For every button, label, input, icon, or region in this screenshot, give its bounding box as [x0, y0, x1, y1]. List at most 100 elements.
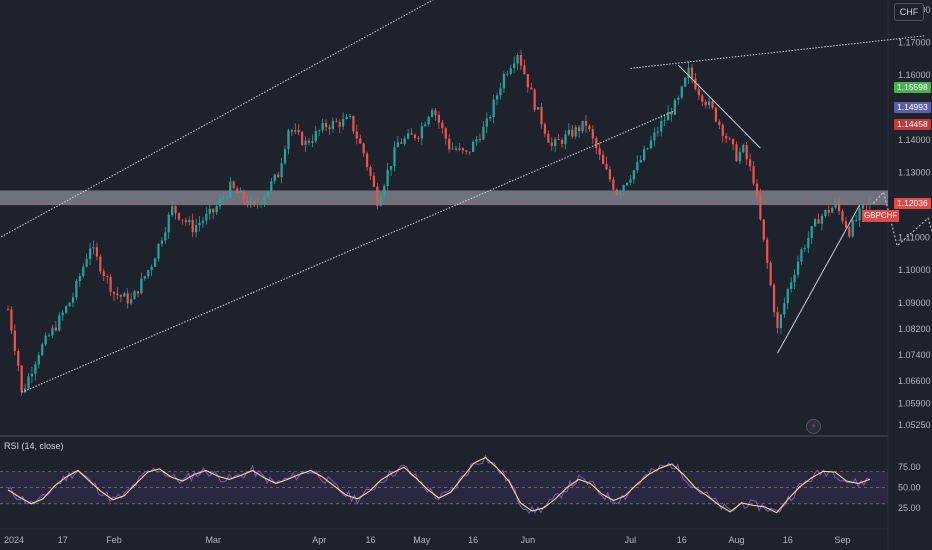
- candle-body: [790, 282, 793, 289]
- candle-body: [540, 106, 543, 125]
- candle-body: [116, 293, 119, 296]
- candle-body: [472, 141, 475, 152]
- x-tick-label: 16: [468, 535, 478, 545]
- candle-body: [482, 126, 485, 140]
- candle-body: [71, 297, 75, 303]
- candle-body: [831, 207, 834, 213]
- candle-body: [41, 344, 44, 356]
- candle-body: [403, 138, 406, 144]
- candle-body: [704, 101, 707, 106]
- candle-body: [263, 196, 266, 204]
- candle-body: [304, 140, 307, 146]
- candle-body: [342, 118, 345, 127]
- candle-body: [711, 101, 714, 108]
- candle-body: [738, 152, 741, 162]
- candle-body: [855, 220, 858, 221]
- candle-body: [174, 205, 177, 214]
- trend-line: [777, 204, 861, 354]
- candle-body: [858, 208, 861, 221]
- candle-body: [239, 191, 242, 193]
- candle-body: [82, 266, 85, 277]
- candle-body: [78, 276, 81, 281]
- candle-body: [324, 123, 328, 128]
- candle-body: [448, 138, 451, 150]
- candle-body: [475, 139, 478, 142]
- candle-body: [58, 315, 61, 331]
- candle-body: [550, 142, 553, 146]
- candle-body: [119, 295, 122, 297]
- candle-body: [321, 123, 324, 131]
- candle-body: [639, 159, 642, 163]
- candle-body: [578, 127, 581, 132]
- candle-body: [649, 140, 653, 149]
- candle-body: [454, 148, 458, 150]
- candle-body: [868, 202, 871, 205]
- candle-body: [786, 288, 789, 304]
- candle-body: [554, 139, 557, 146]
- currency-button[interactable]: CHF: [894, 3, 924, 21]
- candle-body: [249, 200, 252, 206]
- candle-body: [519, 54, 523, 66]
- candle-body: [817, 219, 820, 224]
- candle-body: [632, 170, 635, 180]
- candle-body: [126, 293, 129, 304]
- x-tick-label: 2024: [4, 535, 24, 545]
- candle-body: [372, 175, 376, 187]
- price-tag: 1.14993: [894, 101, 931, 113]
- candle-body: [68, 302, 71, 307]
- candle-body: [851, 220, 854, 237]
- candle-body: [123, 293, 126, 297]
- candle-body: [444, 128, 447, 139]
- candle-body: [492, 99, 495, 118]
- candle-body: [106, 276, 109, 277]
- candle-body: [759, 195, 762, 220]
- candle-body: [362, 143, 365, 154]
- candle-body: [680, 86, 683, 98]
- candle-body: [277, 174, 280, 178]
- candle-body: [776, 312, 779, 329]
- candle-body: [502, 73, 505, 89]
- candle-body: [560, 140, 564, 144]
- candle-body: [201, 220, 205, 223]
- candle-body: [345, 117, 348, 119]
- candle-body: [184, 220, 187, 223]
- candle-body: [584, 120, 588, 126]
- flash-icon[interactable]: ⚡: [806, 419, 821, 434]
- candle-body: [461, 148, 464, 151]
- candle-body: [677, 97, 680, 100]
- candle-body: [396, 142, 399, 148]
- candle-body: [311, 141, 314, 143]
- candle-body: [441, 122, 444, 129]
- candle-body: [171, 205, 174, 215]
- candle-body: [749, 159, 752, 167]
- candle-body: [389, 166, 393, 170]
- candle-body: [256, 204, 259, 206]
- candle-body: [379, 196, 382, 206]
- candle-body: [348, 116, 352, 118]
- candle-body: [61, 312, 64, 316]
- candle-body: [266, 190, 270, 197]
- candle-body: [208, 208, 211, 214]
- candle-body: [591, 129, 594, 139]
- last-price-tag: 1.12036: [894, 197, 931, 209]
- candle-body: [820, 215, 824, 224]
- candle-body: [338, 121, 341, 127]
- candle-body: [697, 89, 700, 96]
- x-tick-label: 16: [366, 535, 376, 545]
- x-tick-label: 16: [783, 535, 793, 545]
- candle-body: [598, 148, 601, 155]
- candle-body: [157, 243, 160, 259]
- candle-body: [694, 78, 697, 90]
- candle-body: [20, 365, 23, 393]
- rsi-ma-line: [7, 456, 871, 514]
- candle-body: [656, 131, 659, 133]
- candle-body: [625, 182, 629, 186]
- y-tick-label: 1.09000: [898, 298, 931, 308]
- candle-body: [47, 335, 51, 337]
- candle-body: [571, 129, 574, 137]
- candle-body: [307, 140, 311, 143]
- candle-body: [112, 291, 116, 294]
- candle-body: [359, 138, 362, 144]
